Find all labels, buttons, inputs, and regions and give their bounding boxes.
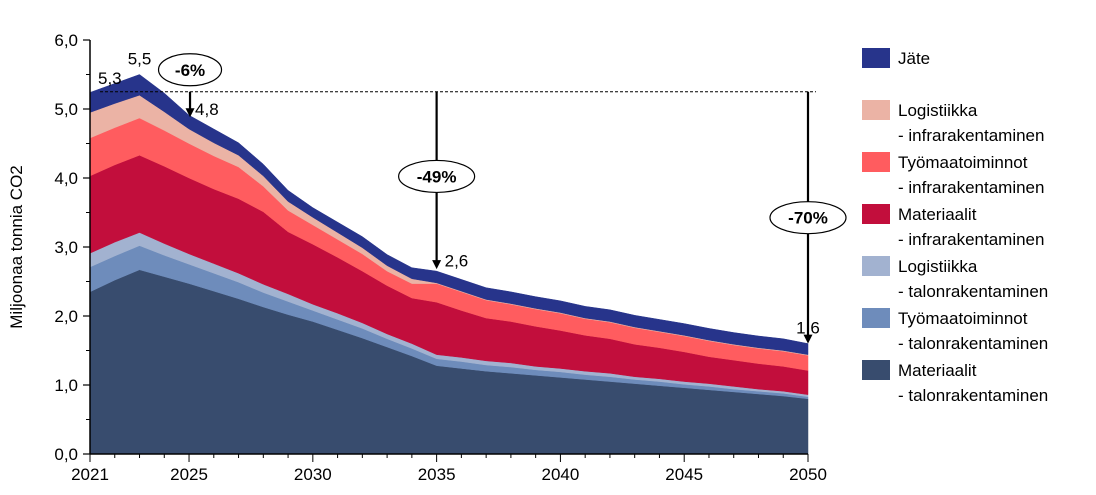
y-tick-label: 0,0 xyxy=(54,445,78,464)
x-tick-label: 2040 xyxy=(541,465,579,484)
reduction-callout-label: -6% xyxy=(175,61,205,80)
value-label: 5,5 xyxy=(128,50,152,69)
legend-swatch xyxy=(862,204,890,224)
legend-label: Jäte xyxy=(898,49,930,68)
legend-label: Logistiikka xyxy=(898,257,978,276)
area-series-6 xyxy=(89,74,809,355)
legend-label-sub: - infrarakentaminen xyxy=(898,178,1044,197)
x-tick-label: 2045 xyxy=(665,465,703,484)
x-tick-label: 2035 xyxy=(418,465,456,484)
legend-label: Työmaatoiminnot xyxy=(898,309,1028,328)
legend-swatch xyxy=(862,308,890,328)
x-tick-label: 2050 xyxy=(789,465,827,484)
y-tick-label: 1,0 xyxy=(54,376,78,395)
legend-swatch xyxy=(862,360,890,380)
reduction-arrow-head xyxy=(803,334,813,344)
reduction-arrow-head xyxy=(432,260,442,270)
reduction-callout-bubble xyxy=(398,159,476,194)
legend-label-sub: - talonrakentaminen xyxy=(898,334,1048,353)
legend-label: Työmaatoiminnot xyxy=(898,153,1028,172)
annotations: 5,35,54,82,61,6-6%-49%-70% xyxy=(98,50,847,344)
reduction-callout-label: -49% xyxy=(417,167,457,186)
legend-label-sub: - talonrakentaminen xyxy=(898,282,1048,301)
legend: Jäte Logistiikka - infrarakentaminen Työmaa… xyxy=(862,48,1048,405)
y-tick-label: 5,0 xyxy=(54,100,78,119)
legend-label-sub: - talonrakentaminen xyxy=(898,386,1048,405)
value-label: 4,8 xyxy=(195,100,219,119)
legend-swatch xyxy=(862,152,890,172)
legend-label-sub: - infrarakentaminen xyxy=(898,126,1044,145)
reduction-callout-bubble xyxy=(769,201,847,235)
y-tick-label: 3,0 xyxy=(54,238,78,257)
axes: 0,0 1,0 2,0 3,0 4,0 5,0 6,0 2021 2025 2030 2035 204… xyxy=(54,31,827,484)
legend-swatch xyxy=(862,256,890,276)
y-tick-label: 2,0 xyxy=(54,307,78,326)
y-axis-label: Miljoonaa tonnia CO2 xyxy=(7,165,26,328)
y-tick-label: 4,0 xyxy=(54,169,78,188)
reduction-callout-bubble xyxy=(157,53,223,87)
value-label: 2,6 xyxy=(445,252,469,271)
y-tick-label: 6,0 xyxy=(54,31,78,50)
value-label: 5,3 xyxy=(98,69,122,88)
x-tick-label: 2030 xyxy=(294,465,332,484)
reduction-arrow-head xyxy=(185,108,195,118)
legend-label: Materiaalit xyxy=(898,205,977,224)
legend-label: Logistiikka xyxy=(898,101,978,120)
legend-swatch xyxy=(862,100,890,120)
x-tick-label: 2021 xyxy=(71,465,109,484)
legend-label: Materiaalit xyxy=(898,361,977,380)
legend-swatch xyxy=(862,48,890,68)
stacked-areas xyxy=(89,74,809,455)
reduction-callout-label: -70% xyxy=(788,209,828,228)
legend-label-sub: - infrarakentaminen xyxy=(898,230,1044,249)
x-tick-label: 2025 xyxy=(170,465,208,484)
